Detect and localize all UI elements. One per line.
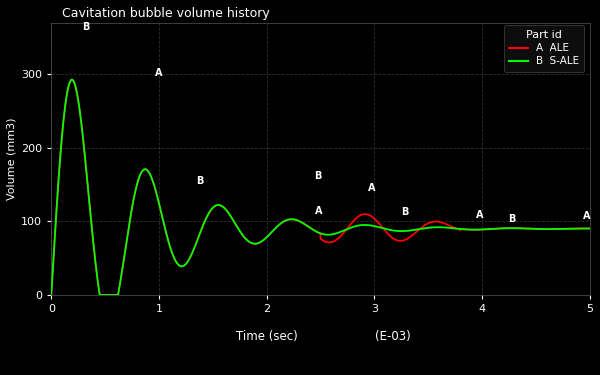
Text: B: B	[314, 171, 322, 181]
Text: A: A	[583, 211, 590, 221]
Text: B: B	[401, 207, 408, 217]
Text: B: B	[82, 22, 89, 32]
Text: Time (sec): Time (sec)	[236, 330, 298, 344]
Text: A: A	[368, 183, 376, 193]
Legend: A  ALE, B  S-ALE: A ALE, B S-ALE	[504, 25, 584, 72]
Text: (E-03): (E-03)	[375, 330, 411, 344]
Text: B: B	[508, 214, 516, 224]
Text: A: A	[476, 210, 484, 220]
Y-axis label: Volume (mm3): Volume (mm3)	[7, 117, 17, 200]
Text: A: A	[155, 68, 163, 78]
Text: B: B	[196, 176, 203, 186]
Text: A: A	[314, 206, 322, 216]
Text: Cavitation bubble volume history: Cavitation bubble volume history	[62, 7, 270, 20]
